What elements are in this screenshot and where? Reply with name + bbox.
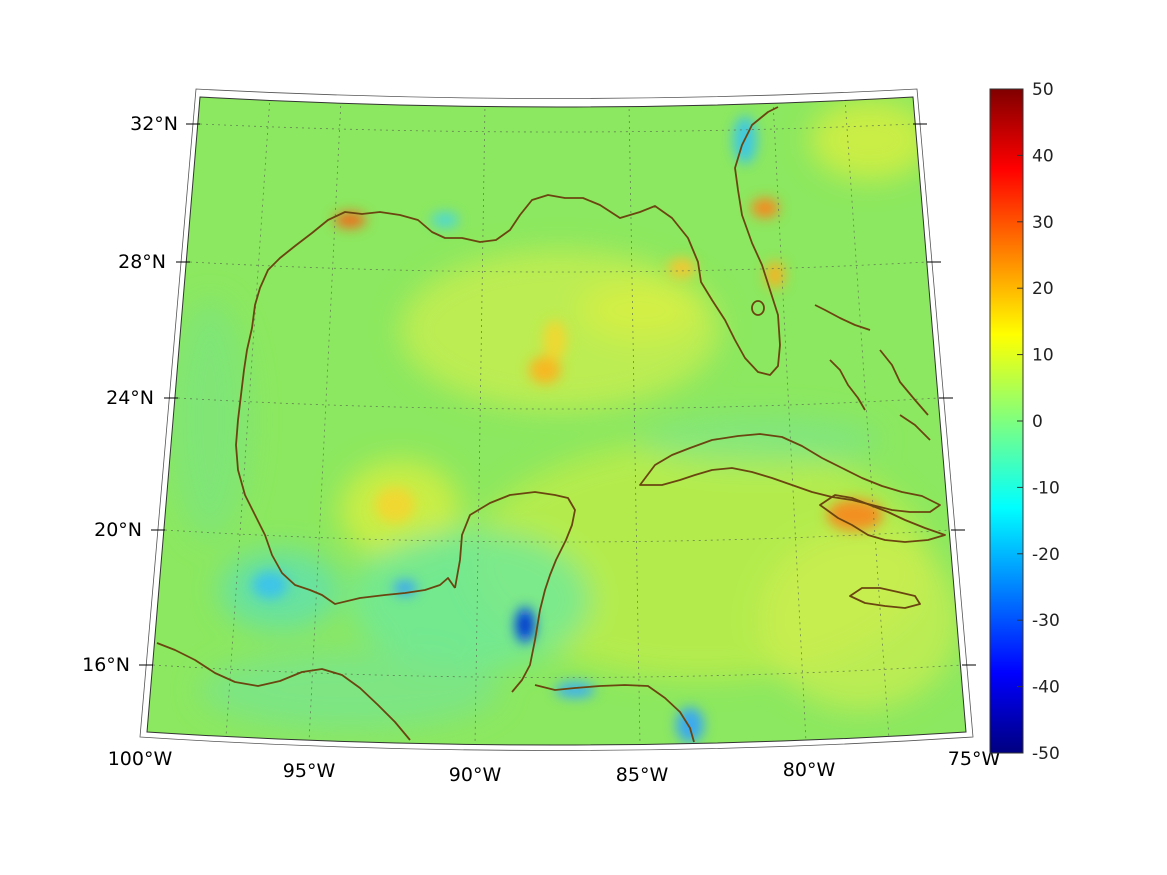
- field-variations: [170, 100, 960, 730]
- map-frame-outer: [139, 88, 974, 751]
- lat-label-24n: 24°N: [106, 387, 154, 409]
- coastline-gulf-mainland: [235, 106, 781, 605]
- lon-labels: 100°W 95°W 90°W 85°W 80°W 75°W: [108, 748, 1001, 786]
- colorbar-label-neg50: -50: [1032, 744, 1060, 764]
- lon-label-85w: 85°W: [616, 764, 669, 786]
- colorbar-label-neg30: -30: [1032, 611, 1060, 631]
- coastline-hispaniola: [819, 494, 946, 543]
- lat-label-28n: 28°N: [118, 251, 166, 273]
- colorbar-labels: 50 40 30 20 10 0 -10 -20 -30 -40 -50: [1032, 80, 1060, 764]
- lon-label-90w: 90°W: [449, 764, 502, 786]
- colorbar-ticks: [1017, 154, 1023, 688]
- lat-labels: 32°N 28°N 24°N 20°N 16°N: [82, 113, 178, 676]
- lon-label-80w: 80°W: [783, 759, 836, 781]
- lon-label-100w: 100°W: [108, 748, 173, 770]
- graticule: [152, 97, 963, 745]
- colorbar-label-20: 20: [1032, 279, 1054, 299]
- coastlines: [156, 106, 946, 743]
- colorbar: 50 40 30 20 10 0 -10 -20 -30 -40 -50: [989, 80, 1060, 764]
- coastline-bahamas: [814, 304, 931, 441]
- lat-label-16n: 16°N: [82, 654, 130, 676]
- lon-label-95w: 95°W: [283, 760, 336, 782]
- lat-label-32n: 32°N: [130, 113, 178, 135]
- coastline-yucatan: [454, 491, 576, 693]
- colorbar-label-0: 0: [1032, 412, 1043, 432]
- colorbar-label-10: 10: [1032, 346, 1054, 366]
- colorbar-label-50: 50: [1032, 80, 1054, 100]
- lat-ticks: [139, 123, 976, 666]
- colorbar-label-neg10: -10: [1032, 478, 1060, 498]
- lon-label-75w: 75°W: [948, 748, 1001, 770]
- colorbar-label-neg40: -40: [1032, 678, 1060, 698]
- colorbar-label-neg20: -20: [1032, 545, 1060, 565]
- map-panel: [147, 97, 966, 745]
- coastline-central-america-pacific: [156, 642, 411, 741]
- lat-label-20n: 20°N: [94, 519, 142, 541]
- colorbar-label-30: 30: [1032, 213, 1054, 233]
- field-hotspots: [252, 116, 883, 743]
- coastline-honduras: [534, 684, 695, 743]
- coastline-jamaica: [849, 587, 921, 609]
- map-frame: [146, 96, 967, 746]
- coastline-cuba: [639, 433, 941, 513]
- colorbar-label-40: 40: [1032, 146, 1054, 166]
